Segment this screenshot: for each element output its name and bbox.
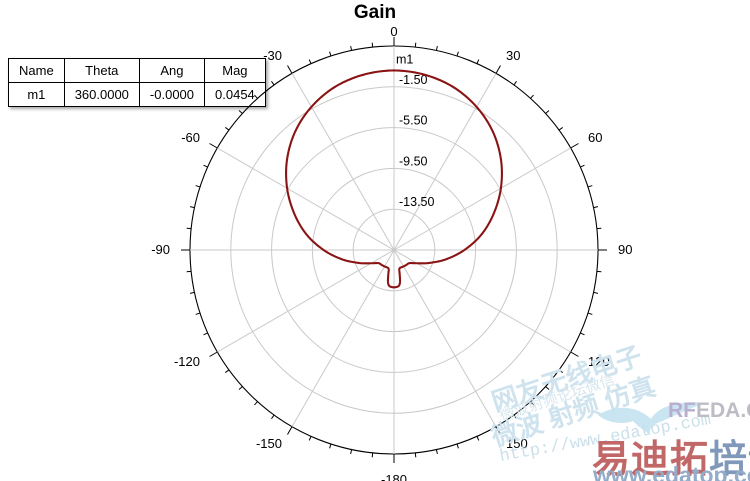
svg-text:-180: -180 (381, 472, 407, 481)
svg-text:60: 60 (588, 130, 602, 145)
svg-text:-150: -150 (256, 436, 282, 451)
svg-text:30: 30 (506, 48, 520, 63)
svg-text:-60: -60 (181, 130, 200, 145)
svg-text:90: 90 (618, 242, 632, 257)
svg-text:m1: m1 (396, 52, 413, 66)
svg-text:0: 0 (390, 24, 397, 39)
svg-text:-5.50: -5.50 (399, 114, 428, 128)
svg-text:-30: -30 (263, 48, 282, 63)
svg-text:-120: -120 (174, 354, 200, 369)
svg-text:-90: -90 (151, 242, 170, 257)
svg-text:-13.50: -13.50 (399, 195, 434, 209)
svg-text:-9.50: -9.50 (399, 154, 428, 168)
